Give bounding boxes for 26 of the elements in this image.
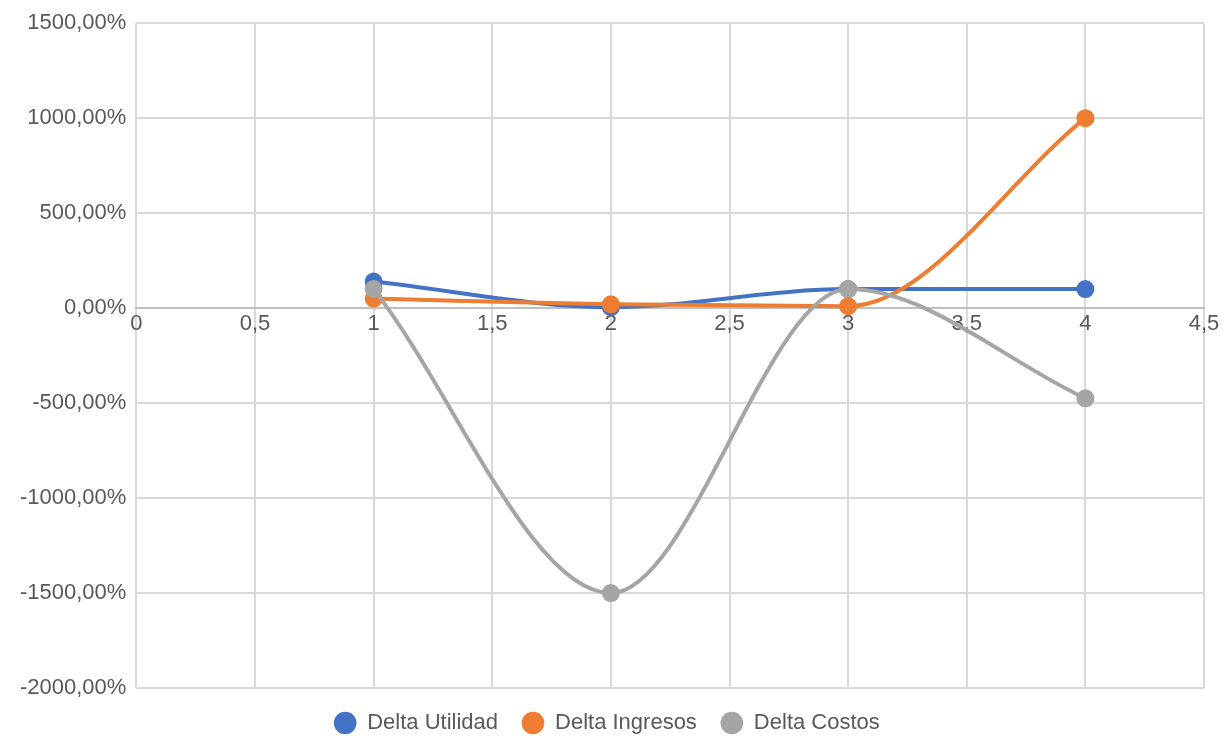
point	[839, 297, 858, 316]
point	[601, 584, 620, 603]
x-tick-label: 0,5	[239, 310, 271, 336]
x-tick-label: 2,5	[714, 310, 745, 336]
legend-label: Delta Ingresos	[555, 709, 697, 735]
y-tick-label: -1500,00%	[19, 579, 127, 605]
y-tick-label: -1000,00%	[19, 484, 127, 510]
x-tick-label: 4,5	[1188, 310, 1220, 336]
y-tick-label: -500,00%	[32, 389, 127, 415]
point	[1076, 389, 1095, 408]
legend-label: Delta Utilidad	[367, 709, 499, 735]
y-tick-label: 500,00%	[39, 199, 127, 225]
y-tick-label: 0,00%	[64, 294, 127, 320]
point	[1076, 109, 1095, 128]
x-tick-label: 1	[367, 310, 380, 336]
x-tick-label: 2	[604, 310, 618, 336]
x-tick-label: 4	[1079, 310, 1092, 336]
point	[364, 280, 383, 299]
y-tick-label: 1000,00%	[27, 104, 127, 130]
legend-label: Delta Costos	[753, 709, 880, 735]
y-tick-label: 1500,00%	[27, 9, 127, 35]
x-tick-label: 3	[842, 310, 855, 336]
y-tick-label: -2000,00%	[19, 674, 127, 700]
point	[1076, 280, 1095, 299]
x-tick-label: 1,5	[476, 310, 508, 336]
x-tick-label: 0	[130, 310, 143, 336]
